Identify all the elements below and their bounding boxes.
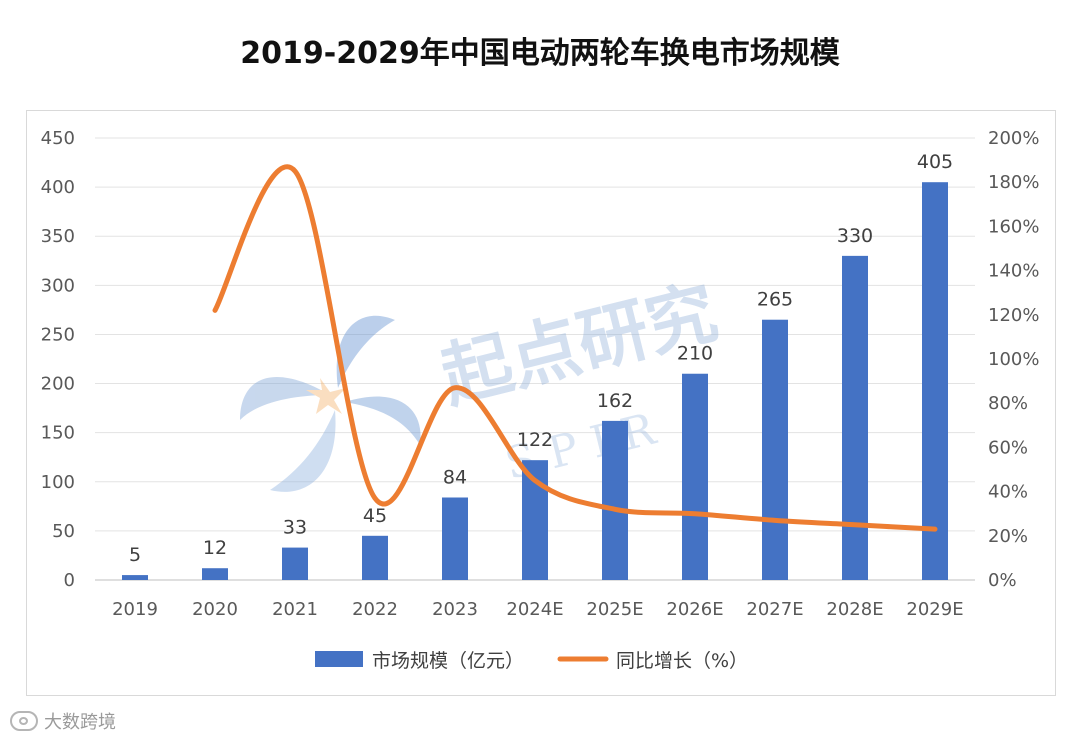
right-tick-label: 80%	[988, 393, 1028, 414]
left-tick-label: 300	[41, 275, 75, 296]
x-tick-label: 2028E	[826, 599, 883, 620]
x-tick-label: 2021	[272, 599, 318, 620]
left-tick-label: 150	[41, 423, 75, 444]
growth-line	[212, 164, 938, 532]
left-tick-label: 350	[41, 226, 75, 247]
bar	[282, 547, 308, 580]
right-axis-ticks: 0% 20% 40% 60% 80% 100% 120% 140% 160% 180% 200%	[988, 128, 1039, 591]
left-axis-ticks: 0 50 100 150 200 250 300 350 400 450	[41, 128, 75, 591]
footer: 大数跨境	[10, 708, 116, 734]
bar-data-label: 12	[203, 537, 227, 559]
right-tick-label: 100%	[988, 349, 1039, 370]
chart-frame	[26, 110, 1056, 696]
bar	[842, 255, 868, 580]
right-tick-label: 40%	[988, 482, 1028, 503]
right-tick-label: 60%	[988, 437, 1028, 458]
bar	[442, 497, 468, 580]
footer-text: 大数跨境	[44, 712, 116, 733]
bar	[122, 575, 148, 580]
bar-data-label: 5	[129, 544, 141, 566]
x-tick-label: 2024E	[506, 599, 563, 620]
growth-line-series	[212, 164, 938, 532]
bar	[682, 373, 708, 580]
right-tick-label: 140%	[988, 261, 1039, 282]
x-tick-label: 2019	[112, 599, 158, 620]
x-axis-ticks: 2019 2020 2021 2022 2023 2024E 2025E 2026E 2027E…	[112, 599, 964, 620]
x-tick-label: 2023	[432, 599, 478, 620]
left-tick-label: 250	[41, 324, 75, 345]
left-tick-label: 450	[41, 128, 75, 149]
bar-data-labels: 5 12 33 45 84 122 162 210 265 330 405	[129, 151, 953, 566]
left-tick-label: 400	[41, 177, 75, 198]
bar	[602, 420, 628, 580]
gridlines	[95, 137, 975, 581]
footer-logo-icon	[10, 711, 38, 731]
bar	[922, 182, 948, 580]
bar-data-label: 162	[597, 390, 633, 412]
bar	[362, 535, 388, 580]
left-tick-label: 50	[52, 521, 75, 542]
left-tick-label: 0	[64, 570, 75, 591]
bar	[762, 319, 788, 580]
x-tick-label: 2026E	[666, 599, 723, 620]
watermark: 起点研究 S P I R	[240, 271, 725, 492]
x-tick-label: 2025E	[586, 599, 643, 620]
right-tick-label: 0%	[988, 570, 1017, 591]
left-tick-label: 100	[41, 472, 75, 493]
legend: 市场规模（亿元） 同比增长（%）	[315, 650, 748, 672]
legend-line-label: 同比增长（%）	[616, 650, 748, 672]
bar-data-label: 122	[517, 429, 553, 451]
left-tick-label: 200	[41, 374, 75, 395]
right-tick-label: 200%	[988, 128, 1039, 149]
right-tick-label: 120%	[988, 305, 1039, 326]
right-tick-label: 160%	[988, 216, 1039, 237]
bar-data-label: 84	[443, 466, 467, 488]
legend-bar-swatch	[315, 651, 363, 667]
legend-bar-label: 市场规模（亿元）	[372, 650, 524, 672]
x-tick-label: 2027E	[746, 599, 803, 620]
bar-data-label: 405	[917, 151, 953, 173]
watermark-logo-icon	[240, 315, 421, 492]
right-tick-label: 180%	[988, 172, 1039, 193]
bar-data-label: 45	[363, 505, 387, 527]
x-tick-label: 2029E	[906, 599, 963, 620]
chart-title: 2019-2029年中国电动两轮车换电市场规模	[240, 36, 840, 71]
bar-data-label: 330	[837, 225, 873, 247]
bar-data-label: 265	[757, 289, 793, 311]
bar-data-label: 33	[283, 517, 307, 539]
right-tick-label: 20%	[988, 526, 1028, 547]
bar-data-label: 210	[677, 343, 713, 365]
x-tick-label: 2022	[352, 599, 398, 620]
x-tick-label: 2020	[192, 599, 238, 620]
bar	[202, 568, 228, 580]
